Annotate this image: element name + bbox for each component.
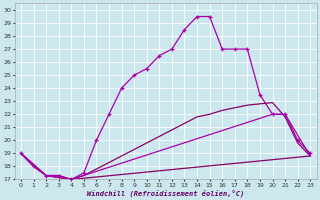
X-axis label: Windchill (Refroidissement éolien,°C): Windchill (Refroidissement éolien,°C) — [87, 189, 244, 197]
